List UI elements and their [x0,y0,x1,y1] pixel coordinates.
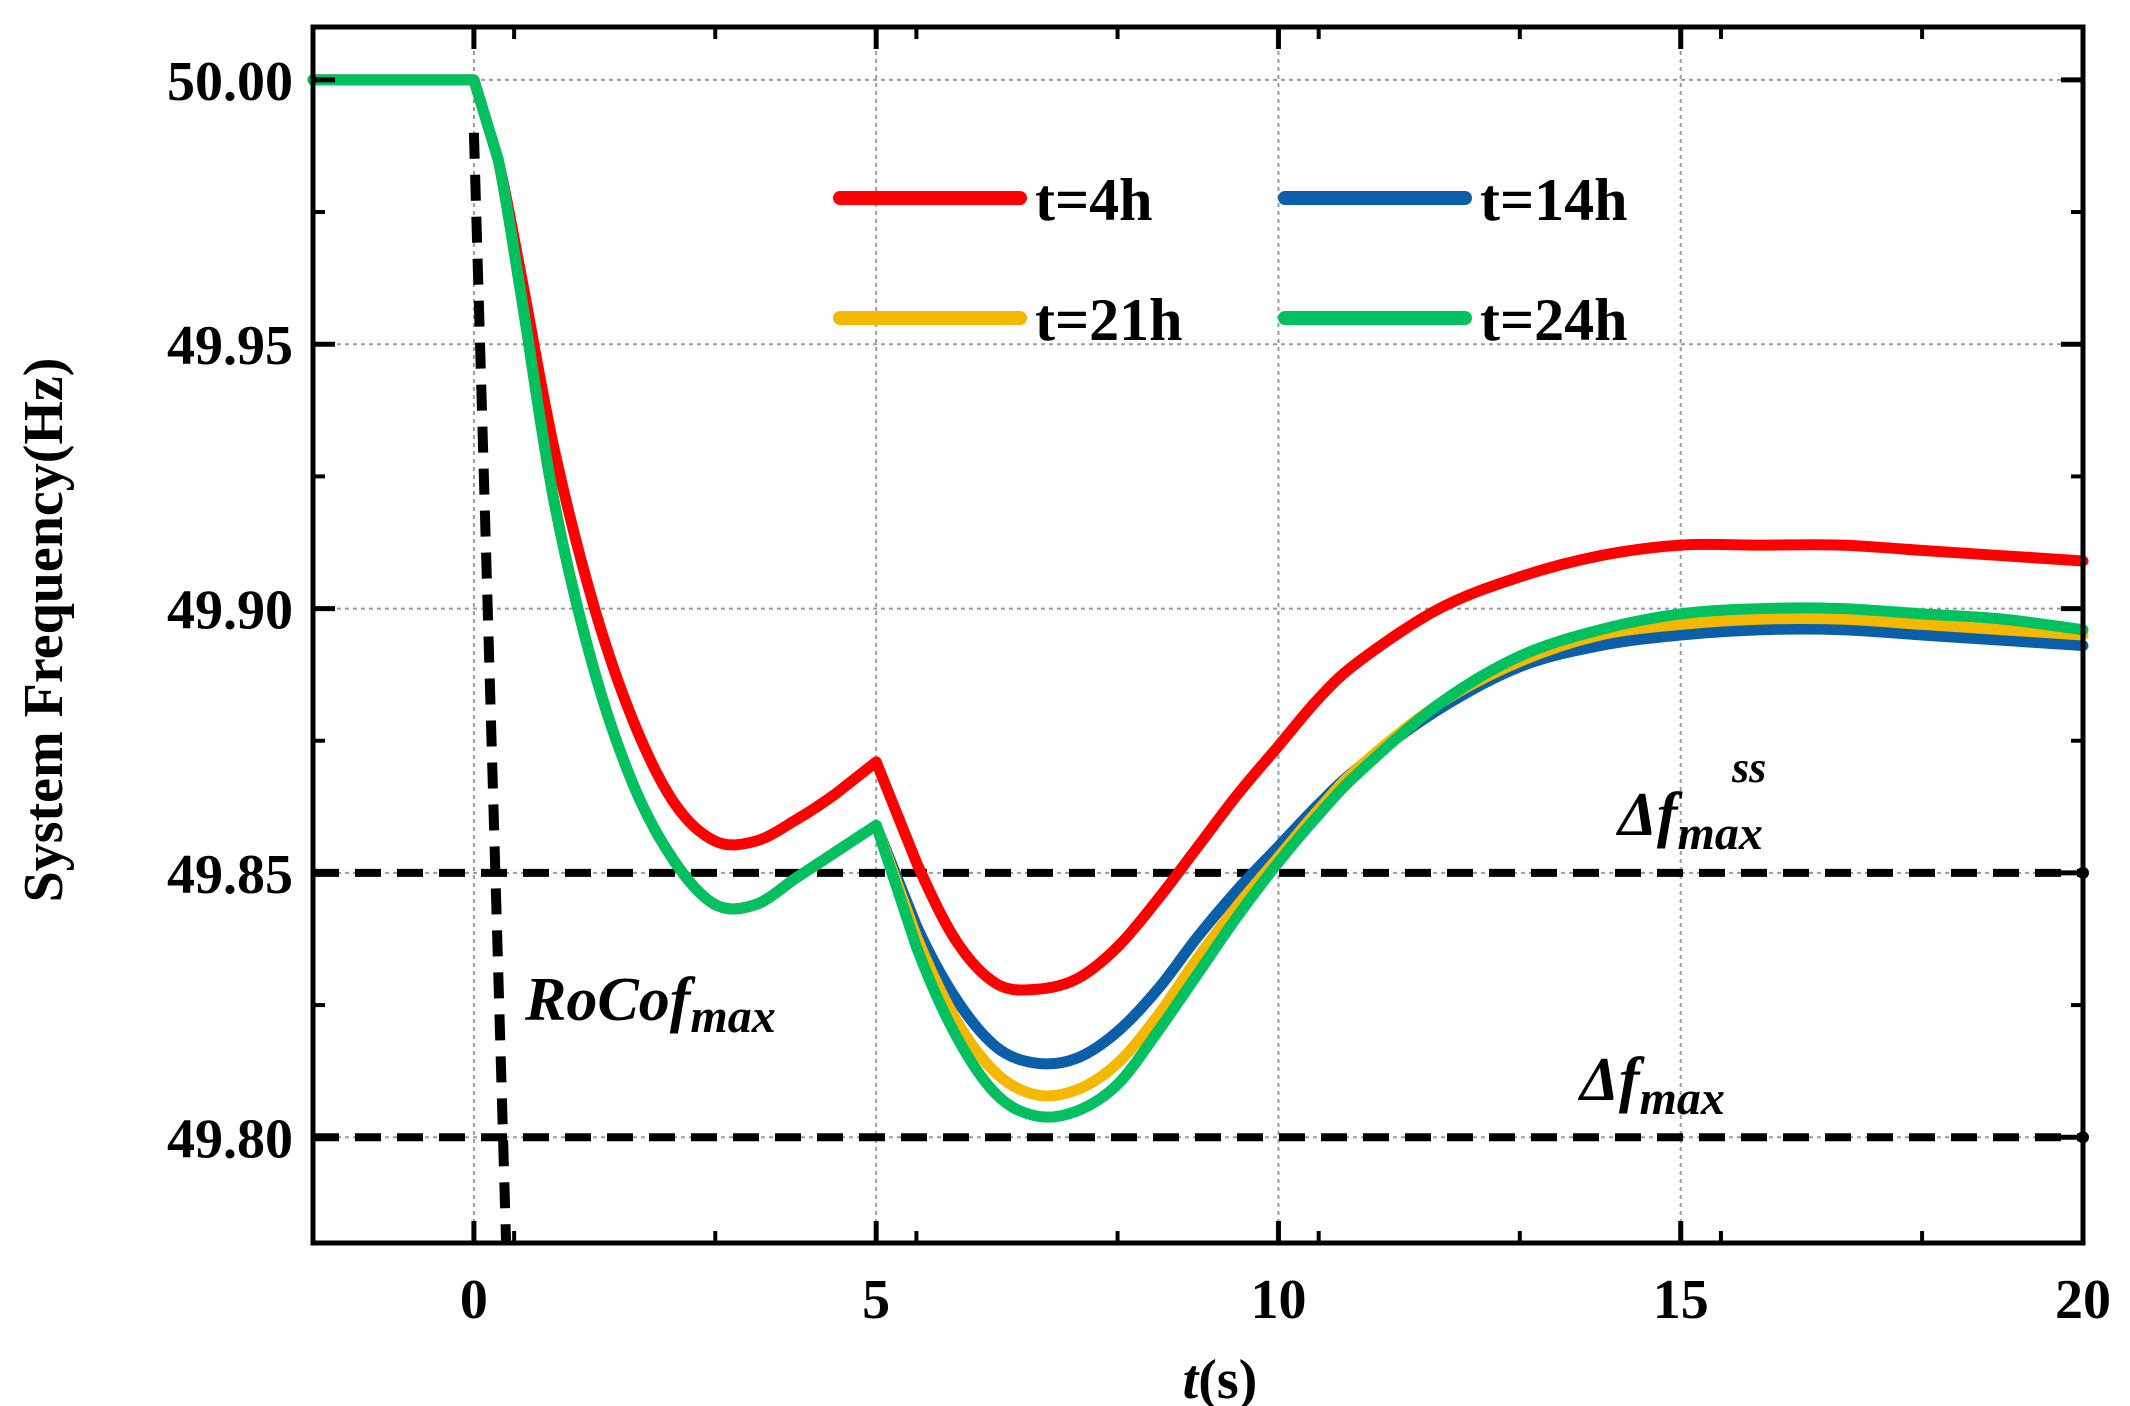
series-line-t14h [307,74,2089,1070]
series-layer [307,74,2089,1123]
rocof-base: RoCof [524,966,696,1034]
x-tick-label: 0 [460,1269,488,1331]
legend-label: t=4h [1035,167,1153,233]
series-line-t4h [307,74,2089,996]
x-tick-label: 10 [1250,1269,1306,1331]
delta-f-ss-max-annotation: Δfmax [1615,781,1763,860]
grid-layer [313,27,2084,1243]
delta-f-ss-sub: max [1678,807,1763,860]
delta-f-ss-base: Δf [1615,781,1683,849]
legend-label: t=14h [1480,167,1628,233]
x-tick-label: 15 [1653,1269,1709,1331]
y-axis-title: System Frequency(Hz) [13,358,75,903]
x-axis-title-italic: t [1183,1349,1200,1406]
delta-f-ss-sup: ss [1731,743,1766,792]
plot-frame [310,24,2086,1246]
x-axis-title: t(s) [1183,1349,1258,1406]
legend-label: t=24h [1480,287,1628,353]
y-tick-label: 50.00 [167,51,293,113]
series-line-t24h [307,74,2089,1123]
tick-layer: 0 5 10 15 20 49.80 49.85 49.90 49.95 50.00 [167,27,2111,1331]
delta-f-max-sub: max [1640,1072,1725,1125]
legend-label: t=21h [1035,287,1183,353]
y-tick-label: 49.85 [167,844,293,906]
delta-f-max-base: Δf [1577,1046,1645,1114]
reference-lines [313,132,2089,1244]
delta-f-max-annotation: Δfmax [1577,1046,1725,1125]
y-tick-label: 49.95 [167,315,293,377]
x-tick-label: 20 [2055,1269,2111,1331]
rocof-max-annotation: RoCofmax [524,966,776,1043]
rocof-max-line [468,132,512,1244]
y-tick-label: 49.90 [167,580,293,642]
x-tick-label: 5 [862,1269,890,1331]
rocof-sub: max [690,990,775,1043]
y-tick-label: 49.80 [167,1108,293,1170]
legend: t=4h t=14h t=21h t=24h [833,167,1628,353]
x-axis-title-unit: (s) [1198,1349,1257,1406]
